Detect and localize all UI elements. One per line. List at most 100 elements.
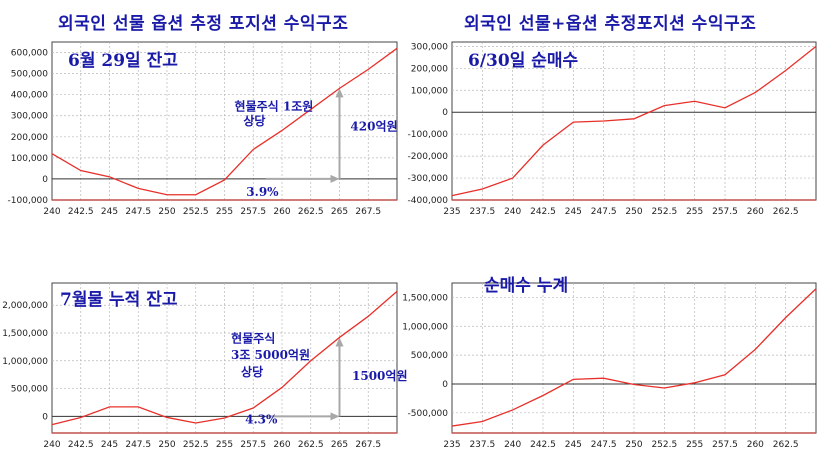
x-tick-label: 252.5 — [651, 440, 677, 450]
left-section-title: 외국인 선물 옵션 추정 포지션 수익구조 — [58, 14, 349, 34]
series-line — [51, 47, 398, 196]
annotation-text: 상당 — [241, 364, 263, 379]
y-tick-label: 300,000 — [11, 112, 48, 122]
annotation-text: 현물주식 — [231, 330, 275, 345]
chart-3: 240 242.5 245 247.5 250 252.5 255 257.5 260 262.5… — [2, 282, 407, 450]
y-tick-label: 100,000 — [411, 86, 448, 96]
series-line — [451, 288, 817, 427]
x-tick-label: 262.5 — [298, 440, 324, 450]
x-tick-label: 245 — [101, 207, 118, 217]
x-tick-label: 260 — [747, 440, 764, 450]
x-tick-label: 237.5 — [469, 440, 495, 450]
panel-label: 7월물 누적 잔고 — [60, 290, 178, 310]
x-tick-label: 242.5 — [68, 207, 94, 217]
chart-4: 235 237.5 240 242.5 245 247.5 250 252.5 255 257.5… — [402, 276, 817, 450]
x-tick-label: 245 — [101, 440, 118, 450]
x-tick-label: 240 — [504, 440, 521, 450]
y-tick-label: 2,000,000 — [2, 301, 48, 311]
y-tick-label: -100,000 — [408, 130, 449, 140]
x-tick-label: 262.5 — [773, 207, 799, 217]
annotation-text: 현물주식 1조원 — [235, 98, 314, 113]
x-tick-label: 247.5 — [591, 440, 617, 450]
y-tick-label: 500,000 — [11, 385, 48, 395]
annotation-text: 1500억원 — [352, 369, 407, 383]
x-tick-label: 250 — [158, 440, 175, 450]
y-tick-label: 1,000,000 — [402, 322, 448, 332]
x-tick-label: 245 — [565, 440, 582, 450]
horizontal-arrow-head — [330, 174, 340, 183]
vertical-arrow-head — [335, 337, 344, 347]
x-tick-label: 250 — [625, 207, 642, 217]
y-tick-label: -200,000 — [408, 152, 449, 162]
x-tick-label: 255 — [686, 440, 703, 450]
panel-label: 6/30일 순매수 — [468, 51, 579, 71]
x-tick-label: 262.5 — [773, 440, 799, 450]
y-tick-label: -400,000 — [408, 196, 449, 206]
x-tick-label: 235 — [443, 440, 460, 450]
y-tick-label: 0 — [442, 380, 448, 390]
y-tick-label: 1,500,000 — [402, 293, 448, 303]
y-tick-label: -500,000 — [408, 409, 449, 419]
x-tick-label: 257.5 — [712, 440, 738, 450]
chart-1: 240 242.5 245 247.5 250 252.5 255 257.5 260 262.5… — [8, 41, 398, 217]
y-tick-label: 200,000 — [411, 64, 448, 74]
x-tick-label: 252.5 — [651, 207, 677, 217]
x-tick-label: 260 — [747, 207, 764, 217]
x-tick-label: 245 — [565, 207, 582, 217]
annotation-text: 4.3% — [245, 413, 278, 427]
y-tick-label: 500,000 — [11, 70, 48, 80]
y-tick-label: -300,000 — [408, 174, 449, 184]
x-tick-label: 237.5 — [469, 207, 495, 217]
x-tick-label: 250 — [625, 440, 642, 450]
x-tick-label: 242.5 — [530, 207, 556, 217]
x-tick-label: 257.5 — [240, 207, 266, 217]
annotation-text: 3조 5000억원 — [231, 348, 310, 362]
y-tick-label: 0 — [42, 412, 48, 422]
x-tick-label: 260 — [273, 207, 290, 217]
annotation-text: 상당 — [243, 113, 265, 128]
y-tick-label: 1,500,000 — [2, 329, 48, 339]
x-tick-label: 242.5 — [68, 440, 94, 450]
y-tick-label: 0 — [442, 108, 448, 118]
x-tick-label: 255 — [216, 207, 233, 217]
x-tick-label: 257.5 — [240, 440, 266, 450]
x-tick-label: 240 — [504, 207, 521, 217]
annotation-text: 3.9% — [246, 185, 279, 199]
y-tick-label: 100,000 — [11, 154, 48, 164]
y-tick-label: 500,000 — [411, 351, 448, 361]
horizontal-arrow-head — [330, 412, 340, 421]
x-tick-label: 235 — [443, 207, 460, 217]
series-line — [451, 45, 817, 197]
panel-label: 6월 29일 잔고 — [68, 51, 178, 71]
x-tick-label: 267.5 — [355, 207, 381, 217]
x-tick-label: 262.5 — [298, 207, 324, 217]
x-tick-label: 240 — [43, 440, 60, 450]
right-section-title: 외국인 선물+옵션 추정포지션 수익구조 — [464, 14, 757, 34]
x-tick-label: 247.5 — [125, 440, 151, 450]
x-tick-label: 260 — [273, 440, 290, 450]
y-tick-label: 300,000 — [411, 42, 448, 52]
x-tick-label: 240 — [43, 207, 60, 217]
vertical-arrow-head — [335, 88, 344, 98]
x-tick-label: 247.5 — [591, 207, 617, 217]
y-tick-label: -100,000 — [8, 196, 49, 206]
x-tick-label: 265 — [331, 440, 348, 450]
x-tick-label: 255 — [686, 207, 703, 217]
x-tick-label: 252.5 — [183, 207, 209, 217]
y-tick-label: 200,000 — [11, 133, 48, 143]
x-tick-label: 252.5 — [183, 440, 209, 450]
y-tick-label: 1,000,000 — [2, 357, 48, 367]
plot-area — [451, 282, 817, 434]
panel-label: 순매수 누계 — [484, 276, 568, 296]
y-tick-label: 0 — [42, 175, 48, 185]
x-tick-label: 257.5 — [712, 207, 738, 217]
series-line — [51, 290, 398, 426]
x-tick-label: 267.5 — [355, 440, 381, 450]
x-tick-label: 250 — [158, 207, 175, 217]
y-tick-label: 600,000 — [11, 49, 48, 59]
x-tick-label: 242.5 — [530, 440, 556, 450]
x-tick-label: 255 — [216, 440, 233, 450]
x-tick-label: 265 — [331, 207, 348, 217]
annotation-text: 420억원 — [350, 119, 397, 133]
